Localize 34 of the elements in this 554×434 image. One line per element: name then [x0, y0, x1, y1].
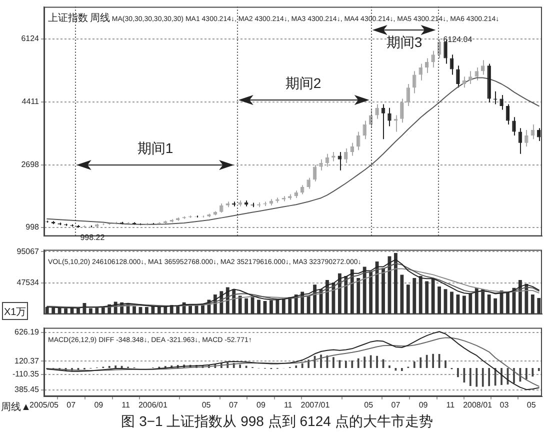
y-tick-label: 6124: [21, 34, 40, 44]
x-tick-label: 11: [284, 400, 293, 410]
x-tick-label: 2006/01: [138, 400, 168, 410]
y-tick-label: 998: [26, 222, 40, 232]
x-tick-label: 11: [446, 400, 456, 410]
x-tick-label: 09: [256, 400, 266, 410]
x-tick-label: 05: [202, 400, 212, 410]
x-tick-label: 07: [391, 400, 401, 410]
x-tick-label: 11: [122, 400, 131, 410]
y-tick-label: 385.45: [14, 385, 40, 394]
y-tick-label: 626.19: [14, 328, 40, 337]
x-tick-label: 2007/01: [300, 400, 330, 410]
y-tick-label: -110.35: [12, 369, 40, 378]
x-tick-label: 09: [94, 400, 104, 410]
x-tick-label: 05: [364, 400, 374, 410]
x-tick-label: 07: [228, 400, 238, 410]
annotation: 期间3: [386, 34, 422, 50]
x-tick-label: 05: [526, 400, 536, 410]
x-tick-label: 2005/05: [30, 400, 60, 410]
y-tick-label: 120.37: [14, 356, 40, 366]
caption: 图 3−1 上证指数从 998 点到 6124 点的大牛市走势: [121, 413, 433, 429]
y-tick-label: 47534: [16, 278, 40, 288]
x-tick-label: 07: [66, 400, 76, 410]
x-axis-title: 周线▲: [1, 402, 31, 414]
y-tick-label: 4411: [22, 97, 40, 106]
x-tick-label: 03: [500, 400, 510, 410]
x-tick-label: 2008/01: [463, 400, 493, 410]
y-axis-title: X1万: [4, 307, 26, 318]
annotation: 期间2: [285, 74, 322, 91]
x-tick-label: 09: [418, 400, 428, 410]
text: 6124.04: [443, 35, 472, 44]
annotation: 期间1: [137, 140, 174, 156]
y-tick-label: 2698: [21, 160, 40, 170]
y-tick-label: 95067: [16, 246, 40, 256]
